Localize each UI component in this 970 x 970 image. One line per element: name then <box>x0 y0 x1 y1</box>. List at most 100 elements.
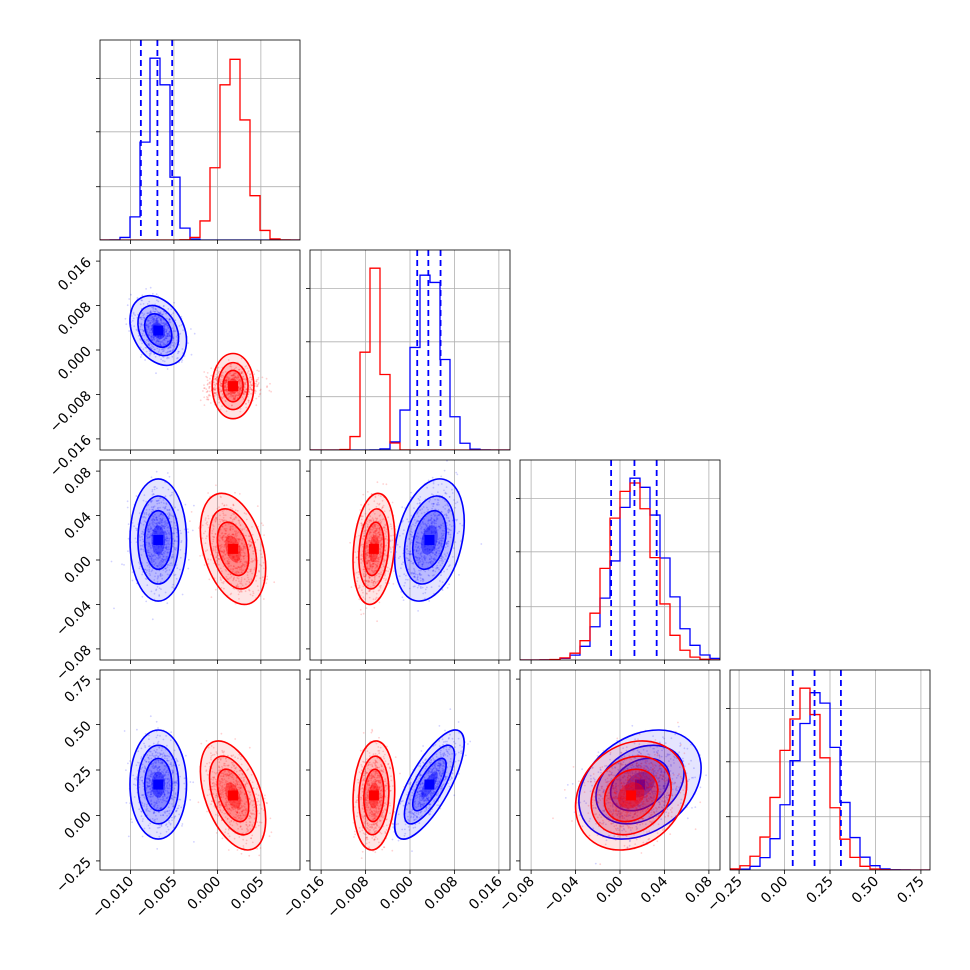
scatter-point <box>168 513 171 516</box>
scatter-point <box>238 379 240 382</box>
scatter-point <box>234 530 236 533</box>
scatter-point <box>248 380 251 382</box>
scatter-point <box>448 510 451 513</box>
scatter-point <box>210 374 213 377</box>
scatter-point <box>167 327 170 329</box>
scatter-point <box>225 538 228 541</box>
scatter-point <box>431 549 433 552</box>
scatter-point <box>231 537 234 539</box>
scatter-point <box>234 534 237 537</box>
scatter-point <box>157 335 160 338</box>
scatter-point <box>254 392 257 394</box>
scatter-point <box>165 545 168 548</box>
scatter-point <box>248 589 251 592</box>
scatter-point <box>228 555 231 557</box>
scatter-point <box>225 410 228 413</box>
scatter-point <box>147 312 149 314</box>
scatter-point <box>211 542 213 545</box>
scatter-point <box>431 523 433 525</box>
scatter-point <box>228 535 230 538</box>
scatter-point <box>442 556 444 559</box>
scatter-point <box>245 379 248 382</box>
scatter-point <box>243 393 246 396</box>
scatter-point <box>257 383 260 386</box>
scatter-point <box>243 546 246 549</box>
scatter-point <box>226 546 228 549</box>
scatter-point <box>255 378 258 381</box>
scatter-point <box>236 561 239 564</box>
scatter-point <box>172 348 174 351</box>
scatter-point <box>239 550 242 552</box>
scatter-point <box>235 585 238 588</box>
scatter-point <box>226 381 229 384</box>
scatter-point <box>449 533 452 536</box>
scatter-point <box>153 318 156 320</box>
scatter-point <box>242 375 245 378</box>
scatter-point <box>155 319 157 322</box>
scatter-point <box>145 350 148 353</box>
scatter-point <box>169 335 172 337</box>
scatter-point <box>234 396 237 399</box>
scatter-point <box>206 390 209 393</box>
scatter-point <box>147 320 150 323</box>
scatter-point <box>241 543 244 545</box>
scatter-point <box>147 333 150 336</box>
scatter-point <box>173 345 176 348</box>
scatter-point <box>443 469 446 472</box>
scatter-point <box>225 379 228 382</box>
scatter-point <box>149 526 152 528</box>
scatter-point <box>212 535 214 538</box>
scatter-point <box>376 620 378 623</box>
scatter-point <box>175 577 178 580</box>
scatter-point <box>223 546 226 548</box>
scatter-point <box>156 552 159 555</box>
scatter-point <box>156 323 159 326</box>
scatter-point <box>162 339 164 342</box>
scatter-point <box>164 525 167 528</box>
scatter-point <box>445 513 448 515</box>
scatter-point <box>159 343 162 346</box>
scatter-point <box>168 517 171 520</box>
scatter-point <box>223 520 225 522</box>
scatter-point <box>237 540 240 543</box>
scatter-point <box>243 386 246 389</box>
scatter-point <box>156 524 159 527</box>
scatter-point <box>250 384 253 387</box>
scatter-point <box>187 558 190 561</box>
density-peak <box>424 535 435 545</box>
scatter-point <box>218 388 221 391</box>
scatter-point <box>171 344 174 347</box>
scatter-point <box>143 550 146 552</box>
scatter-point <box>166 602 169 605</box>
scatter-point <box>407 550 409 552</box>
scatter-point <box>230 394 232 396</box>
scatter-point <box>224 381 227 384</box>
scatter-point <box>419 552 422 555</box>
scatter-point <box>156 487 158 490</box>
scatter-point <box>230 395 233 398</box>
scatter-point <box>225 378 227 381</box>
scatter-point <box>150 343 153 346</box>
scatter-point <box>417 541 420 544</box>
scatter-point <box>245 389 248 391</box>
scatter-point <box>145 328 148 331</box>
scatter-point <box>251 561 254 563</box>
scatter-point <box>146 303 149 305</box>
scatter-point <box>151 561 153 564</box>
scatter-point <box>162 514 165 517</box>
scatter-point <box>141 573 144 576</box>
scatter-point <box>127 835 130 838</box>
scatter-point <box>157 343 160 345</box>
scatter-point <box>412 572 415 575</box>
scatter-point <box>165 539 168 542</box>
scatter-point <box>226 386 229 388</box>
scatter-point <box>156 321 158 324</box>
scatter-point <box>142 348 145 351</box>
scatter-point <box>157 338 160 341</box>
scatter-point <box>187 342 190 344</box>
scatter-point <box>444 508 446 510</box>
scatter-point <box>454 518 457 521</box>
scatter-point <box>219 576 222 579</box>
scatter-point <box>219 378 222 381</box>
scatter-point <box>441 540 443 542</box>
